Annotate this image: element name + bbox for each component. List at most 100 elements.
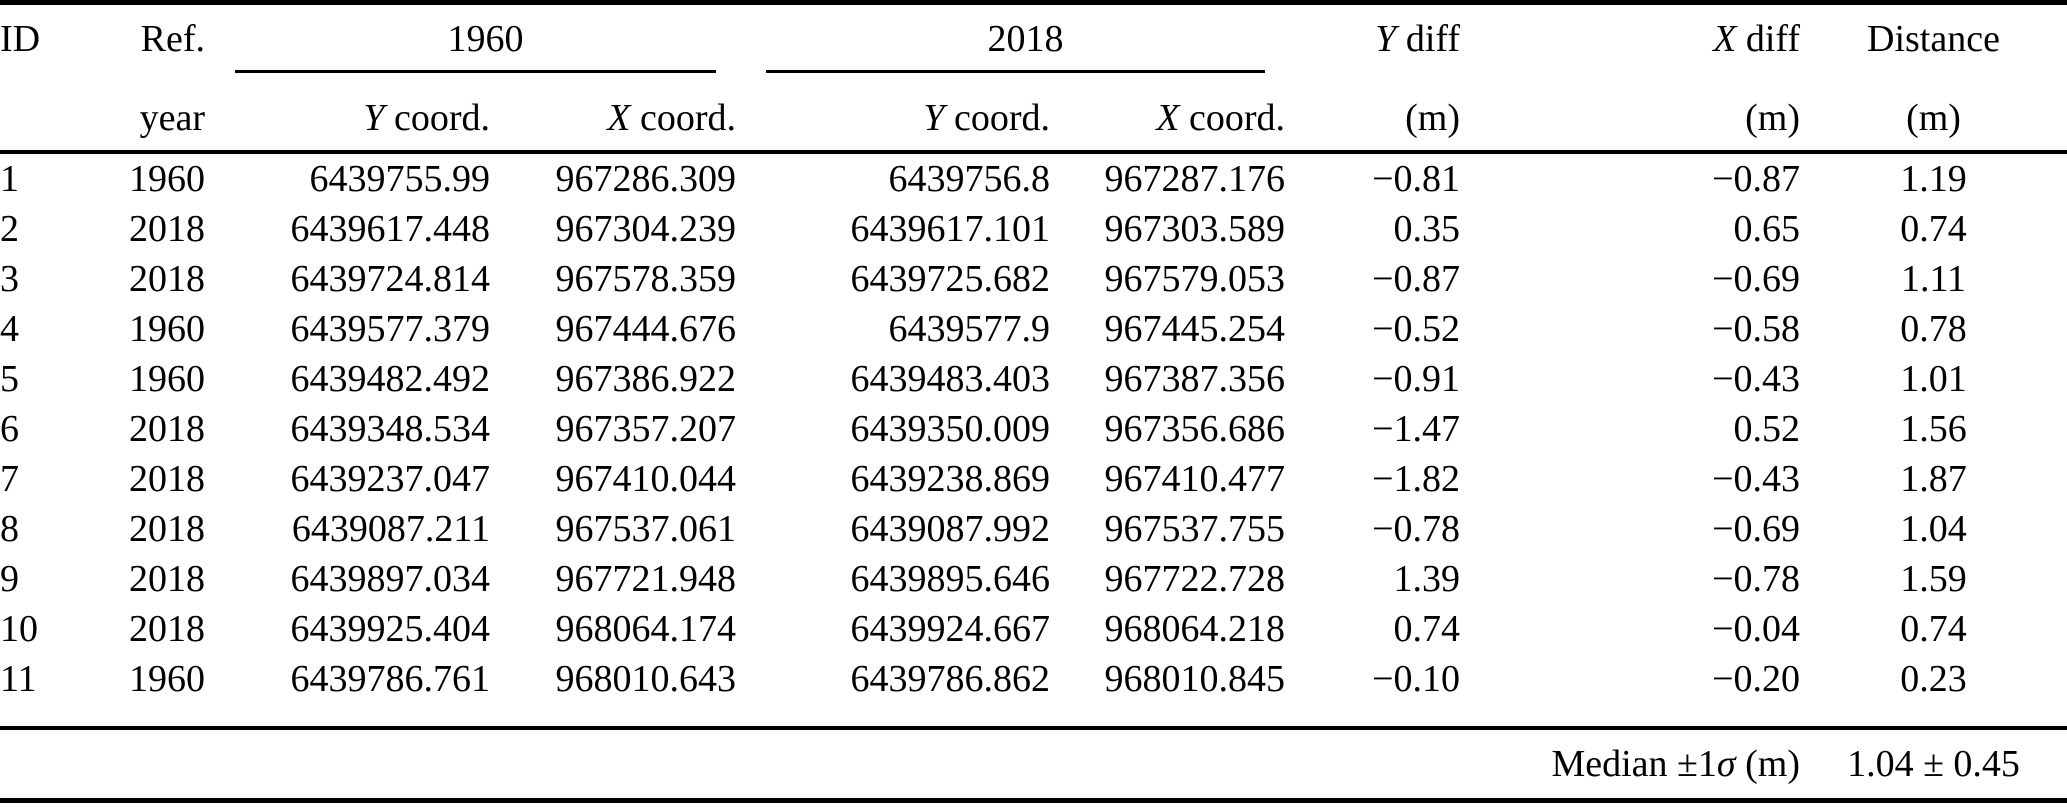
cell-x_diff: 0.65: [1733, 208, 1801, 250]
header-unit-y-diff: (m): [1285, 73, 1460, 154]
x-coord-rest: coord.: [630, 97, 736, 139]
table-row: 1 1960 6439755.99 967286.309 6439756.8 967287…: [0, 152, 2067, 204]
median-value: 1.04 ± 0.45: [1847, 742, 2020, 785]
cell-distance: 0.23: [1800, 654, 2067, 730]
cell-x2018: 968010.845: [1050, 654, 1285, 730]
x-coord-rest: coord.: [1179, 97, 1285, 139]
cell-ref_year: 2018: [129, 458, 205, 500]
table-row: 4 1960 6439577.379 967444.676 6439577.9 96744…: [0, 304, 2067, 354]
cell-x1960: 967386.922: [555, 358, 737, 400]
cell-ref_year: 2018: [129, 258, 205, 300]
x-coord-var: X: [607, 97, 631, 139]
cell-y_diff: −0.91: [1372, 358, 1460, 400]
cell-y1960: 6439237.047: [290, 458, 491, 500]
header-x-diff: X diff: [1460, 3, 1800, 74]
cell-x1960: 967537.061: [555, 508, 737, 550]
cell-y2018: 6439725.682: [850, 258, 1051, 300]
cell-y1960: 6439724.814: [290, 258, 491, 300]
cmidrule-2018: [766, 70, 1265, 73]
header-unit-distance: (m): [1800, 73, 2067, 154]
header-group-2018: 2018: [736, 3, 1285, 73]
cell-id: 3: [0, 258, 19, 300]
x-diff-var: X: [1713, 18, 1737, 60]
cell-y2018: 6439895.646: [850, 558, 1051, 600]
cell-x1960: 967304.239: [555, 208, 737, 250]
cell-x1960: 967578.359: [555, 258, 737, 300]
cell-y_diff: −0.81: [1372, 158, 1460, 200]
header-y-coord-2018: Y coord.: [736, 73, 1050, 154]
cell-x1960: 967357.207: [555, 408, 737, 450]
cell-distance: 0.78: [1900, 308, 1967, 350]
cell-x_diff: −0.87: [1712, 158, 1800, 200]
cell-y1960: 6439925.404: [290, 608, 491, 650]
cell-x_diff: −0.78: [1712, 558, 1800, 600]
cell-x2018: 968064.218: [1104, 608, 1286, 650]
table-footer: Median ±1σ (m) 1.04 ± 0.45: [0, 728, 2067, 800]
header-x-coord-2018: X coord.: [1050, 73, 1285, 154]
header-row-sub: year Y coord. X coord. Y coord. X coord.…: [0, 73, 2067, 154]
cell-x_diff: −0.04: [1712, 608, 1800, 650]
cell-y1960: 6439348.534: [290, 408, 491, 450]
cell-x_diff: 0.52: [1733, 408, 1801, 450]
header-year: year: [95, 73, 205, 154]
cell-x2018: 967537.755: [1104, 508, 1286, 550]
cell-x2018: 967303.589: [1104, 208, 1286, 250]
cell-y2018: 6439350.009: [850, 408, 1051, 450]
table-row: 7 2018 6439237.047 967410.044 6439238.869 967…: [0, 454, 2067, 504]
group-2018-label: 2018: [987, 18, 1064, 60]
cell-x1960: 968010.643: [490, 654, 736, 730]
table-header: ID Ref. 1960 2018 Y diff X diff Distance…: [0, 3, 2067, 154]
y-coord-rest: coord.: [384, 97, 490, 139]
cell-ref_year: 2018: [129, 508, 205, 550]
cell-ref_year: 2018: [129, 408, 205, 450]
cell-y_diff: −1.82: [1372, 458, 1460, 500]
cell-y1960: 6439755.99: [309, 158, 491, 200]
cell-y2018: 6439577.9: [888, 308, 1051, 350]
cell-x1960: 967444.676: [555, 308, 737, 350]
header-y-coord-1960: Y coord.: [205, 73, 490, 154]
cell-distance: 1.56: [1900, 408, 1967, 450]
cell-distance: 1.11: [1900, 258, 1967, 300]
cell-id: 6: [0, 408, 19, 450]
cell-distance: 1.04: [1900, 508, 1967, 550]
median-label: Median ±1σ (m): [0, 728, 1800, 800]
cell-id: 8: [0, 508, 19, 550]
y-coord-rest: coord.: [944, 97, 1050, 139]
header-y-diff: Y diff: [1285, 3, 1460, 74]
cell-x2018: 967445.254: [1104, 308, 1286, 350]
cell-y1960: 6439617.448: [290, 208, 491, 250]
cell-x_diff: −0.43: [1712, 458, 1800, 500]
header-empty: [0, 73, 95, 154]
cell-x_diff: −0.69: [1712, 258, 1800, 300]
cell-ref_year: 1960: [129, 308, 205, 350]
cell-y_diff: −0.78: [1372, 508, 1460, 550]
cell-x_diff: −0.69: [1712, 508, 1800, 550]
cell-distance: 0.74: [1900, 208, 1967, 250]
y-diff-rest: diff: [1396, 18, 1460, 60]
header-distance: Distance: [1867, 18, 2000, 60]
header-id: ID: [0, 18, 41, 60]
header-unit-x-diff: (m): [1460, 73, 1800, 154]
cell-ref_year: 1960: [129, 158, 205, 200]
table-row: 9 2018 6439897.034 967721.948 6439895.646 967…: [0, 554, 2067, 604]
cell-id: 7: [0, 458, 19, 500]
y-coord-var: Y: [923, 97, 945, 139]
header-x-coord-1960: X coord.: [490, 73, 736, 154]
sigma-symbol: σ: [1716, 742, 1736, 785]
cell-y1960: 6439897.034: [290, 558, 491, 600]
group-1960-label: 1960: [447, 18, 524, 60]
header-group-1960: 1960: [205, 3, 736, 73]
cell-y_diff: −0.87: [1372, 258, 1460, 300]
x-coord-var: X: [1156, 97, 1180, 139]
cell-y1960: 6439482.492: [290, 358, 491, 400]
table-row: 2 2018 6439617.448 967304.239 6439617.101 967…: [0, 204, 2067, 254]
cell-x_diff: −0.43: [1712, 358, 1800, 400]
cmidrule-1960: [235, 70, 716, 73]
cell-y_diff: 0.74: [1393, 608, 1461, 650]
cell-x_diff: −0.20: [1460, 654, 1800, 730]
cell-id: 5: [0, 358, 19, 400]
table-body: 1 1960 6439755.99 967286.309 6439756.8 967287…: [0, 152, 2067, 730]
cell-x2018: 967579.053: [1104, 258, 1286, 300]
table-row: 6 2018 6439348.534 967357.207 6439350.009 967…: [0, 404, 2067, 454]
cell-distance: 1.19: [1900, 158, 1967, 200]
